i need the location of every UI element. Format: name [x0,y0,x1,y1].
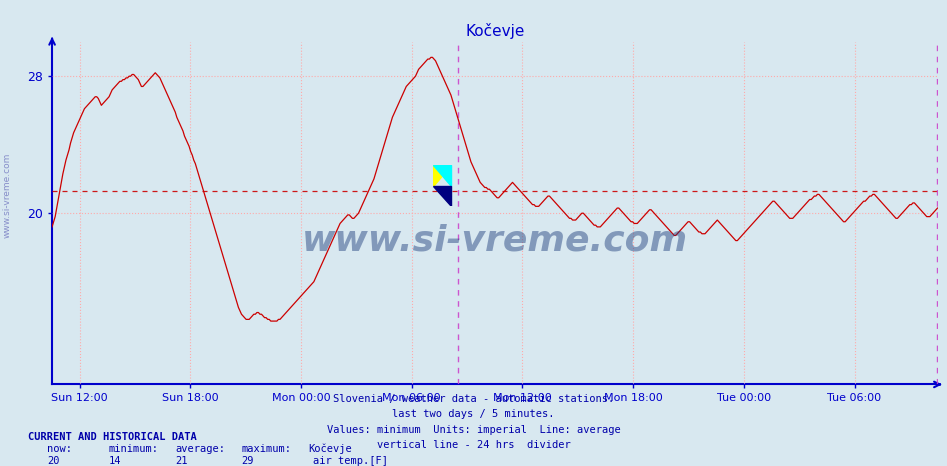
Text: 20: 20 [47,456,60,466]
Text: average:: average: [175,444,225,453]
Text: Slovenia / weather data - automatic stations.: Slovenia / weather data - automatic stat… [333,394,614,404]
Polygon shape [433,165,452,186]
Text: minimum:: minimum: [109,444,159,453]
Text: last two days / 5 minutes.: last two days / 5 minutes. [392,409,555,419]
Text: maximum:: maximum: [241,444,292,453]
Text: CURRENT AND HISTORICAL DATA: CURRENT AND HISTORICAL DATA [28,432,197,442]
Text: 14: 14 [109,456,121,466]
Text: 29: 29 [241,456,254,466]
Text: now:: now: [47,444,72,453]
Text: air temp.[F]: air temp.[F] [313,456,387,466]
Text: www.si-vreme.com: www.si-vreme.com [3,153,12,239]
Text: Kočevje: Kočevje [308,444,351,454]
Text: www.si-vreme.com: www.si-vreme.com [302,224,688,258]
Text: vertical line - 24 hrs  divider: vertical line - 24 hrs divider [377,440,570,450]
Polygon shape [433,186,452,206]
Title: Kočevje: Kočevje [465,23,525,40]
Text: Values: minimum  Units: imperial  Line: average: Values: minimum Units: imperial Line: av… [327,425,620,434]
Polygon shape [433,165,452,186]
Text: 21: 21 [175,456,188,466]
